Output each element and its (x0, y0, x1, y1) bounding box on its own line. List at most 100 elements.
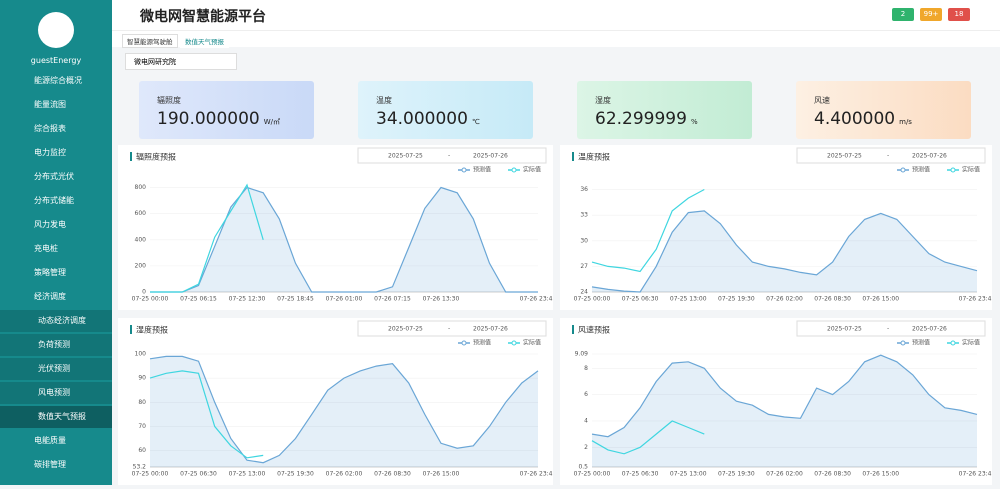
y-tick-label: 90 (138, 375, 146, 382)
menu-item[interactable]: 分布式光伏 (34, 172, 74, 181)
x-tick-label: 07-26 23:45 (520, 296, 553, 303)
stat-number: 62.299999 (595, 109, 687, 129)
search-input[interactable]: 微电网研究院 (125, 53, 237, 70)
y-tick-label: 200 (135, 262, 147, 269)
menu-item[interactable]: 负荷预测 (0, 334, 112, 356)
stat-value: 4.400000 m/s (814, 109, 912, 129)
x-tick-label: 07-25 19:30 (277, 471, 314, 478)
stat-value: 190.000000 W/㎡ (157, 109, 280, 129)
chart: 温度预报 2025-07-25 - 2025-07-26 预测值 实际值 24 27 30 33 3… (572, 147, 995, 303)
stat-unit: ℃ (471, 118, 480, 126)
stat-number: 34.000000 (376, 109, 468, 129)
y-tick-label: 2 (584, 444, 588, 451)
legend-swatch (511, 167, 517, 173)
menu-item[interactable]: 分布式储能 (34, 196, 74, 205)
menu-item[interactable]: 综合报表 (34, 124, 66, 133)
x-tick-label: 07-25 00:00 (574, 296, 611, 303)
chart-panel: 风速预报 2025-07-25 - 2025-07-26 预测值 实际值 0.5 2 4 6 8 9.… (560, 318, 995, 485)
date-picker[interactable] (357, 320, 547, 337)
title-accent (572, 325, 574, 334)
menu-item[interactable]: 风力发电 (34, 220, 66, 229)
stat-label: 辐照度 (157, 96, 181, 105)
menu-item[interactable]: 碳排管理 (34, 460, 66, 469)
menu-item[interactable]: 策略管理 (34, 268, 66, 277)
chart: 辐照度预报 2025-07-25 - 2025-07-26 预测值 实际值 0 200 400 6… (130, 147, 556, 303)
menu-item[interactable]: 电能质量 (34, 436, 66, 445)
x-tick-label: 07-26 02:00 (326, 471, 363, 478)
stat-value: 62.299999% (595, 109, 698, 129)
page-title: 微电网智慧能源平台 (140, 9, 266, 25)
x-tick-label: 07-25 06:30 (180, 471, 217, 478)
title-accent (572, 152, 574, 161)
date-end: 2025-07-26 (912, 153, 947, 160)
x-tick-label: 07-25 13:00 (670, 471, 707, 478)
date-picker[interactable] (357, 147, 547, 164)
x-tick-label: 07-26 23:45 (959, 471, 992, 478)
menu-item[interactable]: 风电预测 (0, 382, 112, 404)
stat-value: 34.000000 ℃ (376, 109, 480, 129)
menu-item[interactable]: 电力监控 (34, 148, 66, 157)
stat-label: 风速 (814, 96, 830, 105)
menu-item[interactable]: 能量流图 (34, 100, 66, 109)
legend-label[interactable]: 预测值 (912, 339, 930, 347)
stat-card: 湿度 62.299999% (577, 81, 752, 139)
sidebar: guestEnergy 能源综合概况 能量流图 综合报表 电力监控 分布式光伏 分布式储能… (0, 0, 112, 485)
legend-label[interactable]: 实际值 (962, 339, 980, 347)
series-area (592, 210, 977, 292)
tab[interactable]: 数值天气预报 (180, 34, 229, 48)
chart-panel: 辐照度预报 2025-07-25 - 2025-07-26 预测值 实际值 0 200 400 6… (118, 145, 556, 310)
x-tick-label: 07-26 15:00 (862, 471, 899, 478)
tab[interactable]: 智慧能源驾驶舱 (122, 34, 178, 48)
legend-label[interactable]: 实际值 (523, 339, 541, 347)
x-tick-label: 07-26 15:00 (862, 296, 899, 303)
y-tick-label: 800 (135, 184, 147, 191)
series-line (149, 355, 539, 464)
legend-label[interactable]: 实际值 (523, 166, 541, 174)
chart-title: 风速预报 (578, 325, 610, 335)
stat-label: 湿度 (595, 96, 611, 105)
legend-label[interactable]: 预测值 (473, 339, 491, 347)
series-line (591, 354, 978, 438)
x-tick-label: 07-26 23:45 (520, 471, 553, 478)
legend-label[interactable]: 预测值 (912, 166, 930, 174)
y-tick-label: 27 (580, 263, 588, 270)
x-tick-label: 07-26 13:30 (423, 296, 460, 303)
menu-item[interactable]: 光伏预测 (0, 358, 112, 380)
menu-item[interactable]: 动态经济调度 (0, 310, 112, 332)
menu-item[interactable]: 经济调度 (34, 292, 66, 301)
y-tick-label: 53.2 (133, 464, 147, 471)
x-tick-label: 07-25 06:15 (180, 296, 217, 303)
notification-badge[interactable]: 99+ (920, 8, 942, 21)
series-line (591, 188, 705, 273)
tab-bar: 智慧能源驾驶舱 数值天气预报 (112, 30, 1000, 48)
chart-panel: 温度预报 2025-07-25 - 2025-07-26 预测值 实际值 24 27 30 33 3… (560, 145, 995, 310)
series-area (150, 356, 538, 467)
x-tick-label: 07-26 02:00 (766, 296, 803, 303)
menu-item[interactable]: 充电桩 (34, 244, 58, 253)
notification-badge[interactable]: 2 (892, 8, 914, 21)
x-tick-label: 07-26 23:45 (959, 296, 992, 303)
stat-label: 温度 (376, 96, 392, 105)
y-tick-label: 4 (584, 417, 588, 424)
date-picker[interactable] (796, 320, 986, 337)
date-picker[interactable] (796, 147, 986, 164)
x-tick-label: 07-26 02:00 (766, 471, 803, 478)
y-tick-label: 600 (135, 210, 147, 217)
legend-label[interactable]: 实际值 (962, 166, 980, 174)
x-tick-label: 07-25 19:30 (718, 296, 755, 303)
legend-swatch (511, 340, 517, 346)
x-tick-label: 07-25 18:45 (277, 296, 314, 303)
y-tick-label: 80 (138, 399, 146, 406)
notification-badge[interactable]: 18 (948, 8, 970, 21)
date-start: 2025-07-25 (827, 153, 862, 160)
x-tick-label: 07-26 15:00 (423, 471, 460, 478)
menu-item[interactable]: 能源综合概况 (34, 76, 82, 85)
date-start: 2025-07-25 (388, 326, 423, 333)
menu-item[interactable]: 数值天气预报 (0, 406, 112, 428)
stat-unit: m/s (899, 118, 912, 126)
chart: 风速预报 2025-07-25 - 2025-07-26 预测值 实际值 0.5 2 4 6 8 9.… (572, 320, 995, 478)
series-line (591, 420, 705, 455)
x-tick-label: 07-25 19:30 (718, 471, 755, 478)
legend-label[interactable]: 预测值 (473, 166, 491, 174)
